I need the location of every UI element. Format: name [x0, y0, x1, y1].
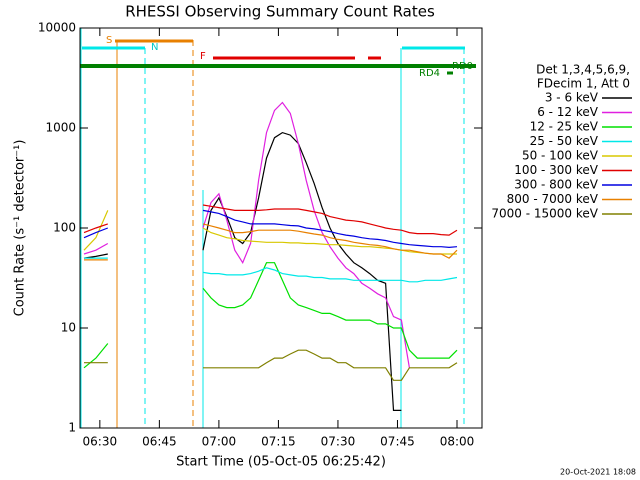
series-line: [83, 210, 457, 255]
x-tick-label: 07:00: [202, 435, 237, 449]
flag-label: RD4: [419, 68, 440, 79]
x-axis-label: Start Time (05-Oct-05 06:25:42): [176, 455, 386, 470]
legend-label: 300 - 800 keV: [514, 178, 598, 192]
legend-label: 800 - 7000 keV: [507, 192, 599, 206]
flag-label: N: [151, 42, 158, 53]
series-line: [84, 349, 458, 381]
legend-label: 6 - 12 keV: [537, 105, 599, 119]
y-axis-label: Count Rate (s⁻¹ detector⁻¹): [13, 140, 28, 317]
legend-header: Det 1,3,4,5,6,9,: [536, 63, 630, 77]
x-tick-label: 07:45: [380, 435, 415, 449]
x-tick-label: 07:15: [261, 435, 296, 449]
legend-label: 7000 - 15000 keV: [491, 207, 598, 221]
flag-label: RD0: [452, 61, 473, 72]
series-line: [83, 204, 458, 236]
flag-label: S: [106, 35, 112, 46]
legend-label: 50 - 100 keV: [522, 149, 599, 163]
flag-label: F: [200, 51, 206, 62]
y-tick-label: 100: [53, 221, 76, 235]
y-tick-label: 1: [68, 421, 76, 435]
series-line: [83, 101, 410, 368]
flag-lines: S N F RD0 RD4: [80, 28, 476, 428]
legend-label: 3 - 6 keV: [545, 91, 599, 105]
legend-label: 25 - 50 keV: [530, 134, 599, 148]
x-tick-label: 08:00: [440, 435, 475, 449]
chart-title: RHESSI Observing Summary Count Rates: [125, 3, 435, 21]
x-tick-label: 06:30: [83, 435, 118, 449]
y-tick-label: 10: [61, 321, 76, 335]
series-line: [84, 223, 458, 261]
x-tick-label: 06:45: [142, 435, 177, 449]
legend-label: 12 - 25 keV: [530, 120, 599, 134]
series-line: [84, 257, 458, 283]
legend-header: FDecim 1, Att 0: [537, 77, 630, 91]
legend-label: 100 - 300 keV: [514, 163, 598, 177]
footer: 20-Oct-2021 18:08: [560, 468, 636, 477]
y-tick-label: 10000: [38, 21, 76, 35]
series-line: [83, 209, 458, 249]
x-tick-label: 07:30: [321, 435, 356, 449]
series-line: [83, 262, 458, 369]
y-tick-label: 1000: [45, 121, 76, 135]
